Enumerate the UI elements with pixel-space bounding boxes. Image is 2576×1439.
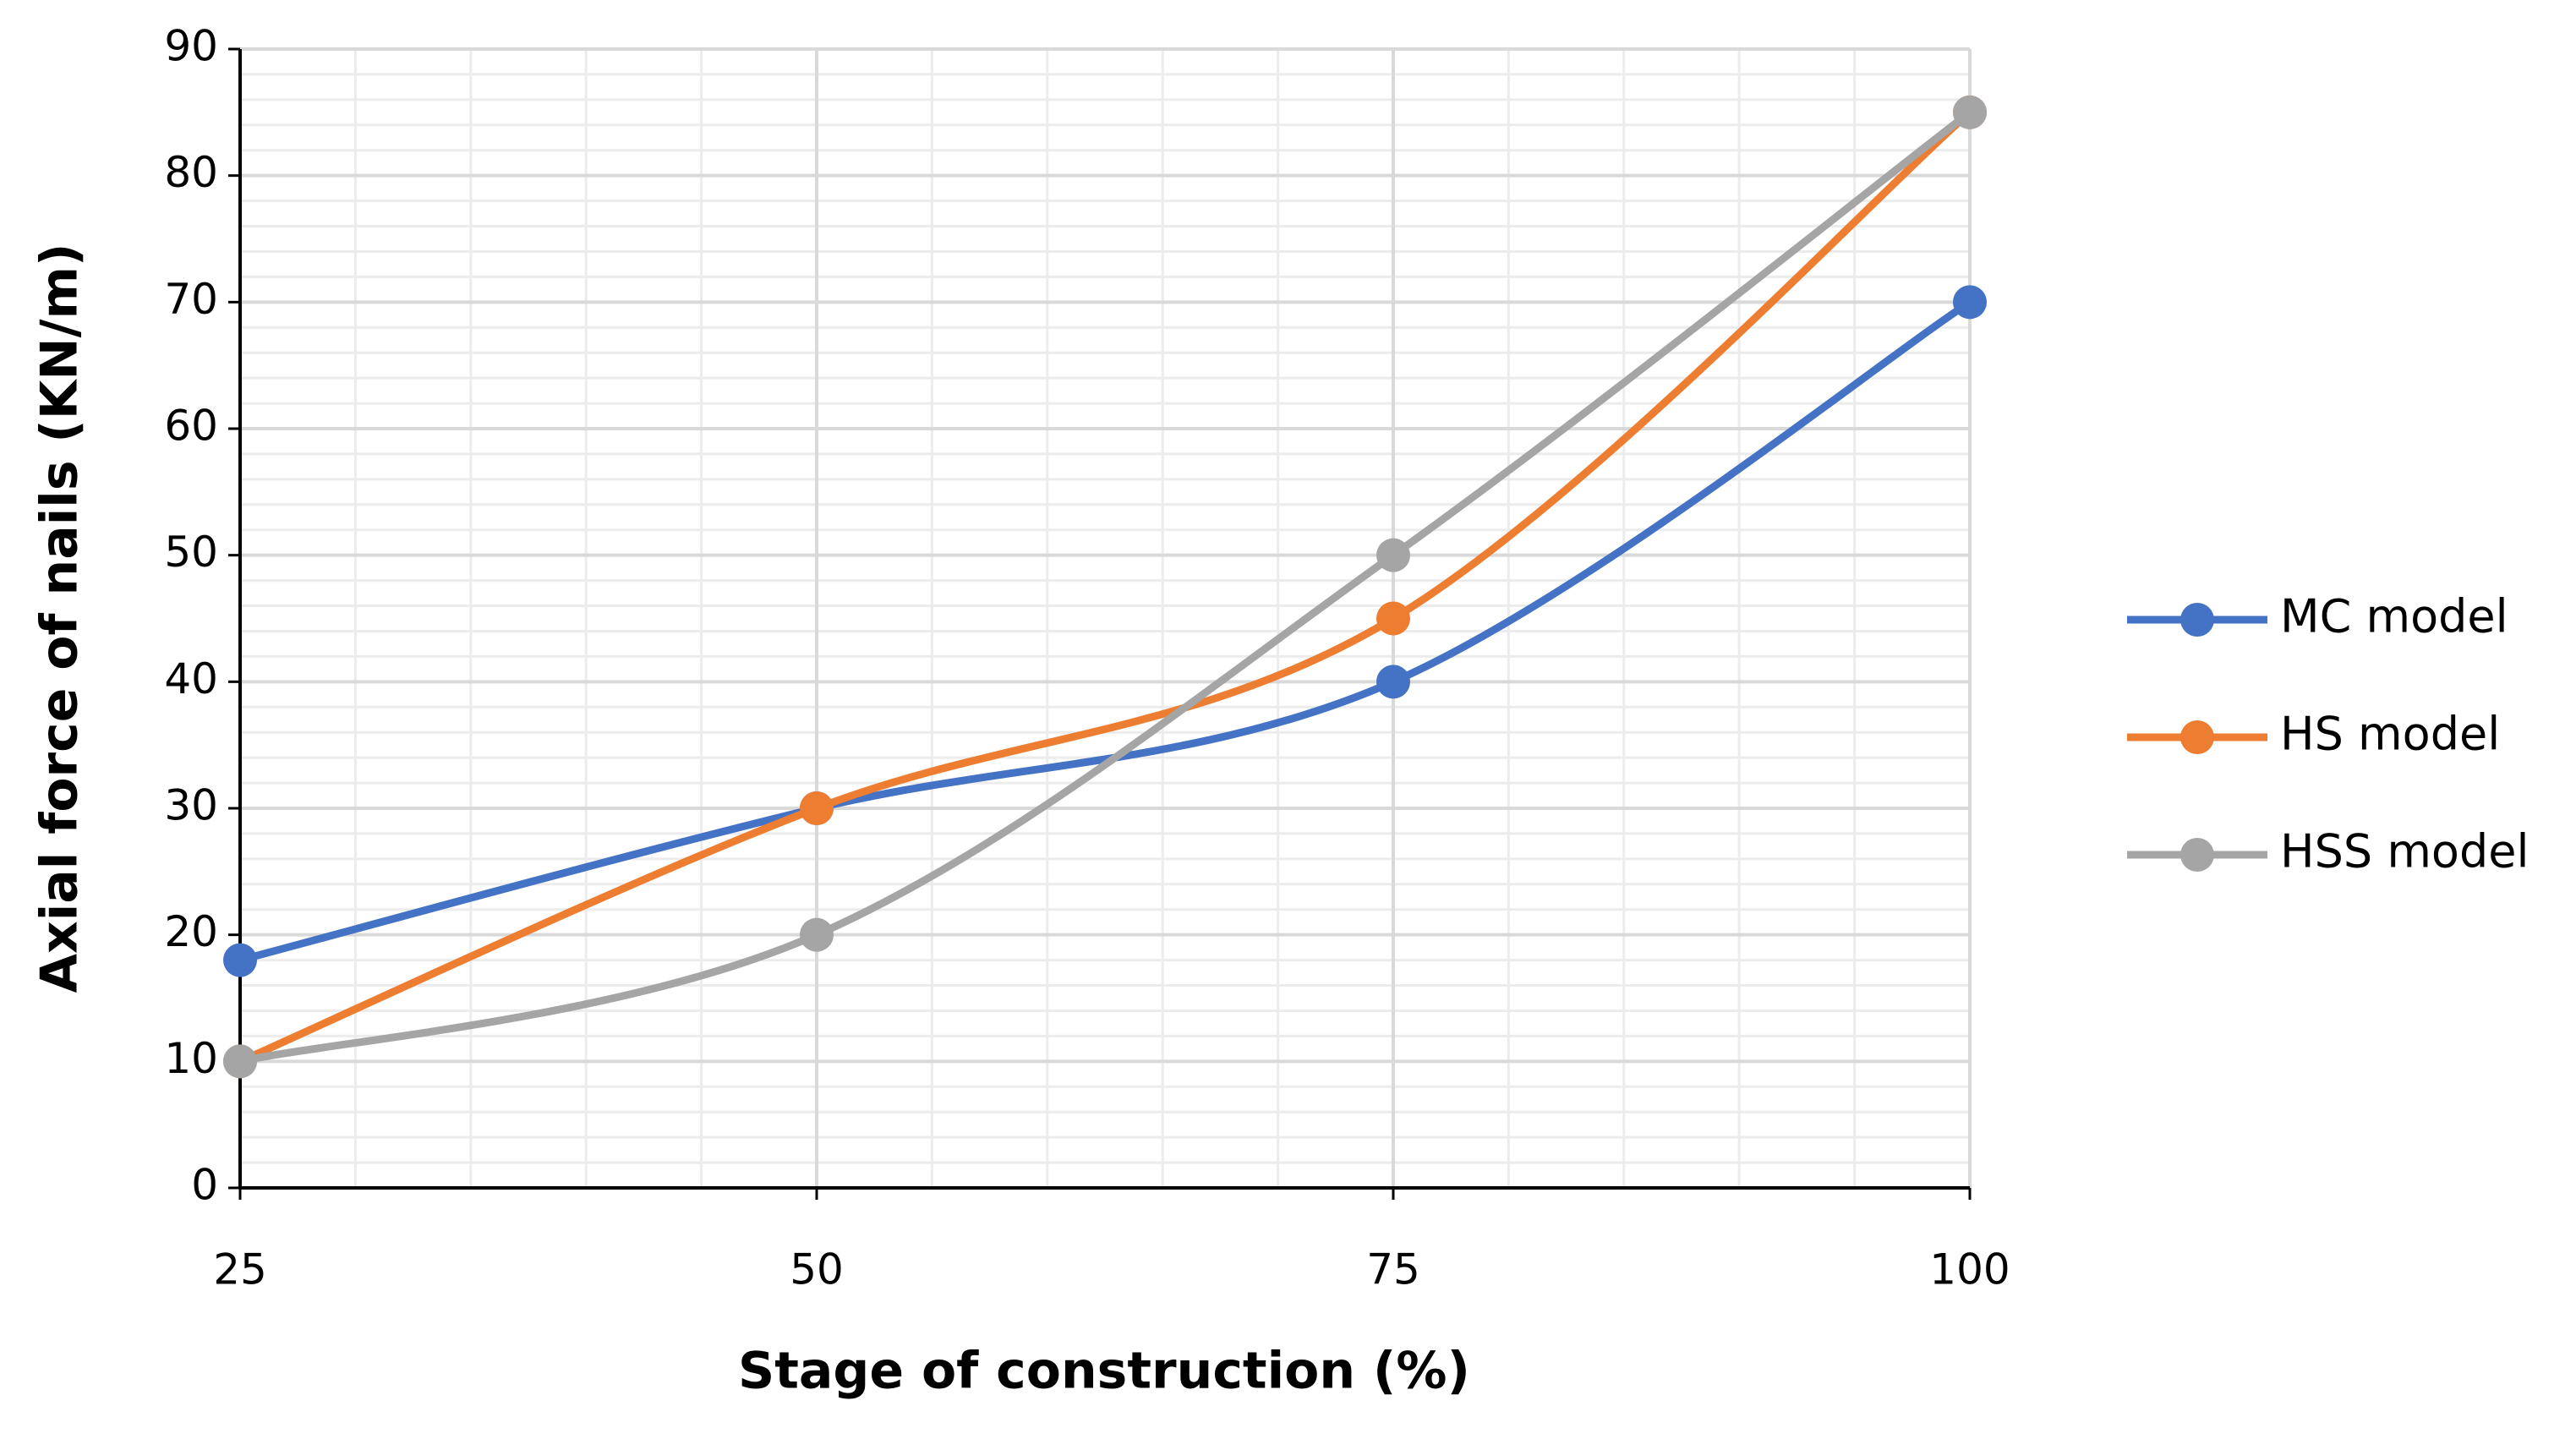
data-point <box>1376 601 1410 636</box>
y-tick-label: 80 <box>164 148 218 197</box>
data-point <box>223 1044 257 1079</box>
y-tick-label: 40 <box>164 654 218 703</box>
y-tick-label: 60 <box>164 402 218 451</box>
data-point <box>1376 665 1410 699</box>
series-line <box>236 108 1974 1065</box>
y-axis-title: Axial force of nails (KN/m) <box>30 243 90 993</box>
data-point <box>800 791 834 825</box>
data-point <box>1376 538 1410 572</box>
x-tick-label: 100 <box>1929 1245 2010 1294</box>
legend-marker <box>2180 838 2214 872</box>
y-tick-label: 50 <box>164 528 218 577</box>
x-axis-title: Stage of construction (%) <box>738 1342 1470 1401</box>
legend-label: HS model <box>2280 708 2500 761</box>
y-tick-label: 10 <box>164 1034 218 1083</box>
y-tick-label: 30 <box>164 781 218 830</box>
data-point <box>1953 285 1987 320</box>
legend-marker <box>2180 720 2214 754</box>
legend-marker <box>2180 603 2214 637</box>
x-tick-label: 25 <box>213 1245 267 1294</box>
series-line <box>236 298 1974 965</box>
data-point <box>1953 95 1987 129</box>
legend-label: HSS model <box>2280 825 2529 878</box>
y-tick-label: 90 <box>164 22 218 71</box>
x-tick-label: 50 <box>790 1245 844 1294</box>
data-point <box>223 943 257 977</box>
y-tick-label: 70 <box>164 275 218 324</box>
x-tick-label: 75 <box>1366 1245 1420 1294</box>
data-point <box>800 917 834 952</box>
y-tick-label: 20 <box>164 907 218 956</box>
legend-label: MC model <box>2280 590 2508 643</box>
y-tick-label: 0 <box>191 1161 218 1210</box>
series-line <box>236 108 1974 1065</box>
